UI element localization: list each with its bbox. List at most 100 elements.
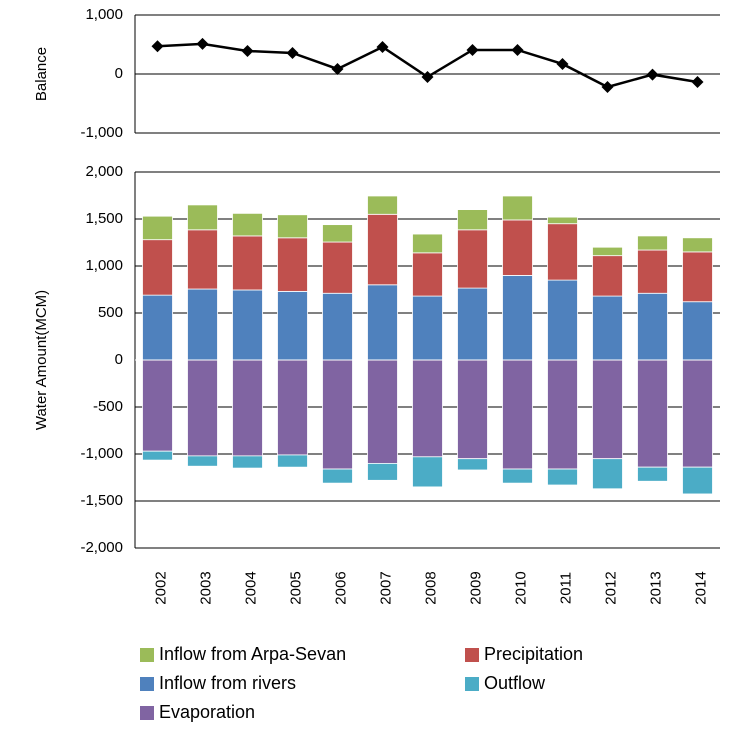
balance-marker [151,40,164,53]
bar-segment [277,454,308,468]
x-tick-label: 2010 [512,571,529,604]
balance-marker [331,62,344,75]
balance-marker [556,57,569,70]
x-tick-label: 2009 [467,571,484,604]
balance-marker [421,70,434,83]
y-tick-label: 1,000 [85,257,123,274]
bar-segment [682,237,713,253]
balance-marker [601,80,614,93]
bar-segment [142,294,173,361]
bar-segment [232,455,263,469]
bar-segment [322,292,353,361]
bar-segment [232,235,263,291]
y-tick-label: -1,500 [80,492,123,509]
bar-segment [547,223,578,281]
bar-segment [142,450,173,461]
bar-segment [502,219,533,276]
bar-segment [592,295,623,361]
balance-marker [646,68,659,81]
legend: Inflow from rivers Precipitation Inflow fr… [140,644,583,722]
x-tick-label: 2003 [197,571,214,604]
bar-segment [232,289,263,361]
legend-label: Inflow from rivers [159,673,296,693]
x-tick-label: 2007 [377,571,394,604]
legend-swatch [140,677,154,691]
bar-segment [412,456,443,488]
bar-segment [457,287,488,361]
x-tick-label: 2012 [602,571,619,604]
bar-segment [277,359,308,456]
bar-segment [367,462,398,481]
y-tick-label: -1,000 [80,445,123,462]
bar-segment [187,359,218,457]
y-tick-label: 1,000 [85,6,123,23]
bar-segment [547,279,578,361]
bar-segment [412,252,443,297]
bar-segment [277,214,308,239]
bar-segment [277,290,308,361]
bar-segment [142,215,173,241]
bar-segment [187,288,218,361]
bar-segment [367,195,398,215]
bar-segment [142,359,173,452]
balance-marker [241,44,254,57]
bar-segment [592,359,623,460]
x-tick-label: 2005 [287,571,304,604]
y-tick-label: 2,000 [85,163,123,180]
balance-marker [466,43,479,56]
bar-segment [412,295,443,361]
bar-segment [592,255,623,297]
y-tick-label: 0 [115,351,123,368]
bar-segment [682,466,713,495]
legend-swatch [465,677,479,691]
y-tick-label: 500 [98,304,123,321]
legend-label: Outflow [484,673,546,693]
bar-segment [637,359,668,468]
y-tick-label: 1,500 [85,210,123,227]
bar-segment [232,359,263,457]
bar-segment [187,455,218,467]
legend-label: Evaporation [159,702,255,722]
bar-segment [457,458,488,471]
bar-segment [592,246,623,257]
bar-segment [502,468,533,484]
bar-segment [412,233,443,254]
legend-swatch [140,706,154,720]
bar-segment [502,195,533,221]
balance-marker [691,75,704,88]
x-tick-label: 2011 [557,572,574,604]
bar-segment [682,301,713,361]
bar-segment [457,209,488,231]
bar-segment [187,204,218,231]
bar-segment [142,239,173,296]
bar-segment [637,235,668,251]
bar-segment [322,224,353,243]
y-tick-label: -2,000 [80,539,123,556]
bar-segment [412,359,443,458]
y-tick-label: 0 [115,65,123,82]
x-tick-label: 2014 [692,571,709,604]
bar-segment [502,274,533,361]
x-tick-label: 2008 [422,571,439,604]
legend-swatch [140,648,154,662]
y-tick-label: -500 [93,398,123,415]
bar-segment [547,216,578,225]
x-tick-label: 2002 [152,571,169,604]
balance-marker [286,46,299,59]
y-axis-title: Water Amount(MCM) [33,290,50,430]
bar-segment [457,229,488,289]
x-tick-label: 2006 [332,571,349,604]
bar-segment [322,359,353,470]
bar-segment [502,359,533,470]
bar-segment [367,359,398,464]
bar-segment [322,241,353,294]
bar-segment [682,359,713,468]
bar-segment [187,229,218,290]
bar-segment [547,468,578,486]
bar-segment [637,292,668,361]
bar-segment [367,284,398,361]
bar-segment [547,359,578,470]
bar-segment [232,212,263,237]
balance-marker [511,43,524,56]
